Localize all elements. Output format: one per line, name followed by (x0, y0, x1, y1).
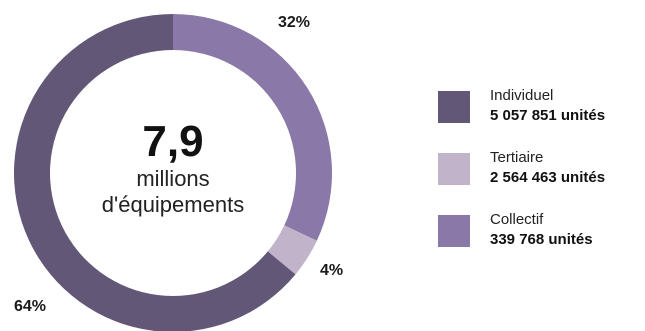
legend-swatch-collectif (438, 215, 470, 247)
slice-collectif (173, 14, 332, 241)
legend-value-tertiaire: 2 564 463 unités (490, 169, 606, 186)
legend-name-tertiaire: Tertiaire (490, 149, 544, 166)
slice-tertiaire (267, 225, 317, 275)
legend-value-individuel: 5 057 851 unités (490, 107, 606, 124)
slice-label-individuel: 64% (14, 298, 47, 315)
total-unit-line2: d'équipements (101, 192, 245, 217)
legend-value-collectif: 339 768 unités (490, 231, 593, 248)
total-unit-line1: millions (136, 166, 210, 191)
slice-label-collectif: 32% (278, 14, 311, 31)
legend-name-individuel: Individuel (490, 87, 554, 104)
legend-swatch-tertiaire (438, 153, 470, 185)
slice-label-tertiaire: 4% (320, 262, 344, 279)
donut-center-label: 7,9 millions d'équipements (73, 118, 273, 218)
slice-individuel (14, 14, 296, 331)
legend-name-collectif: Collectif (490, 211, 544, 228)
legend-swatch-individuel (438, 91, 470, 123)
total-equipment-value: 7,9 (142, 117, 204, 166)
